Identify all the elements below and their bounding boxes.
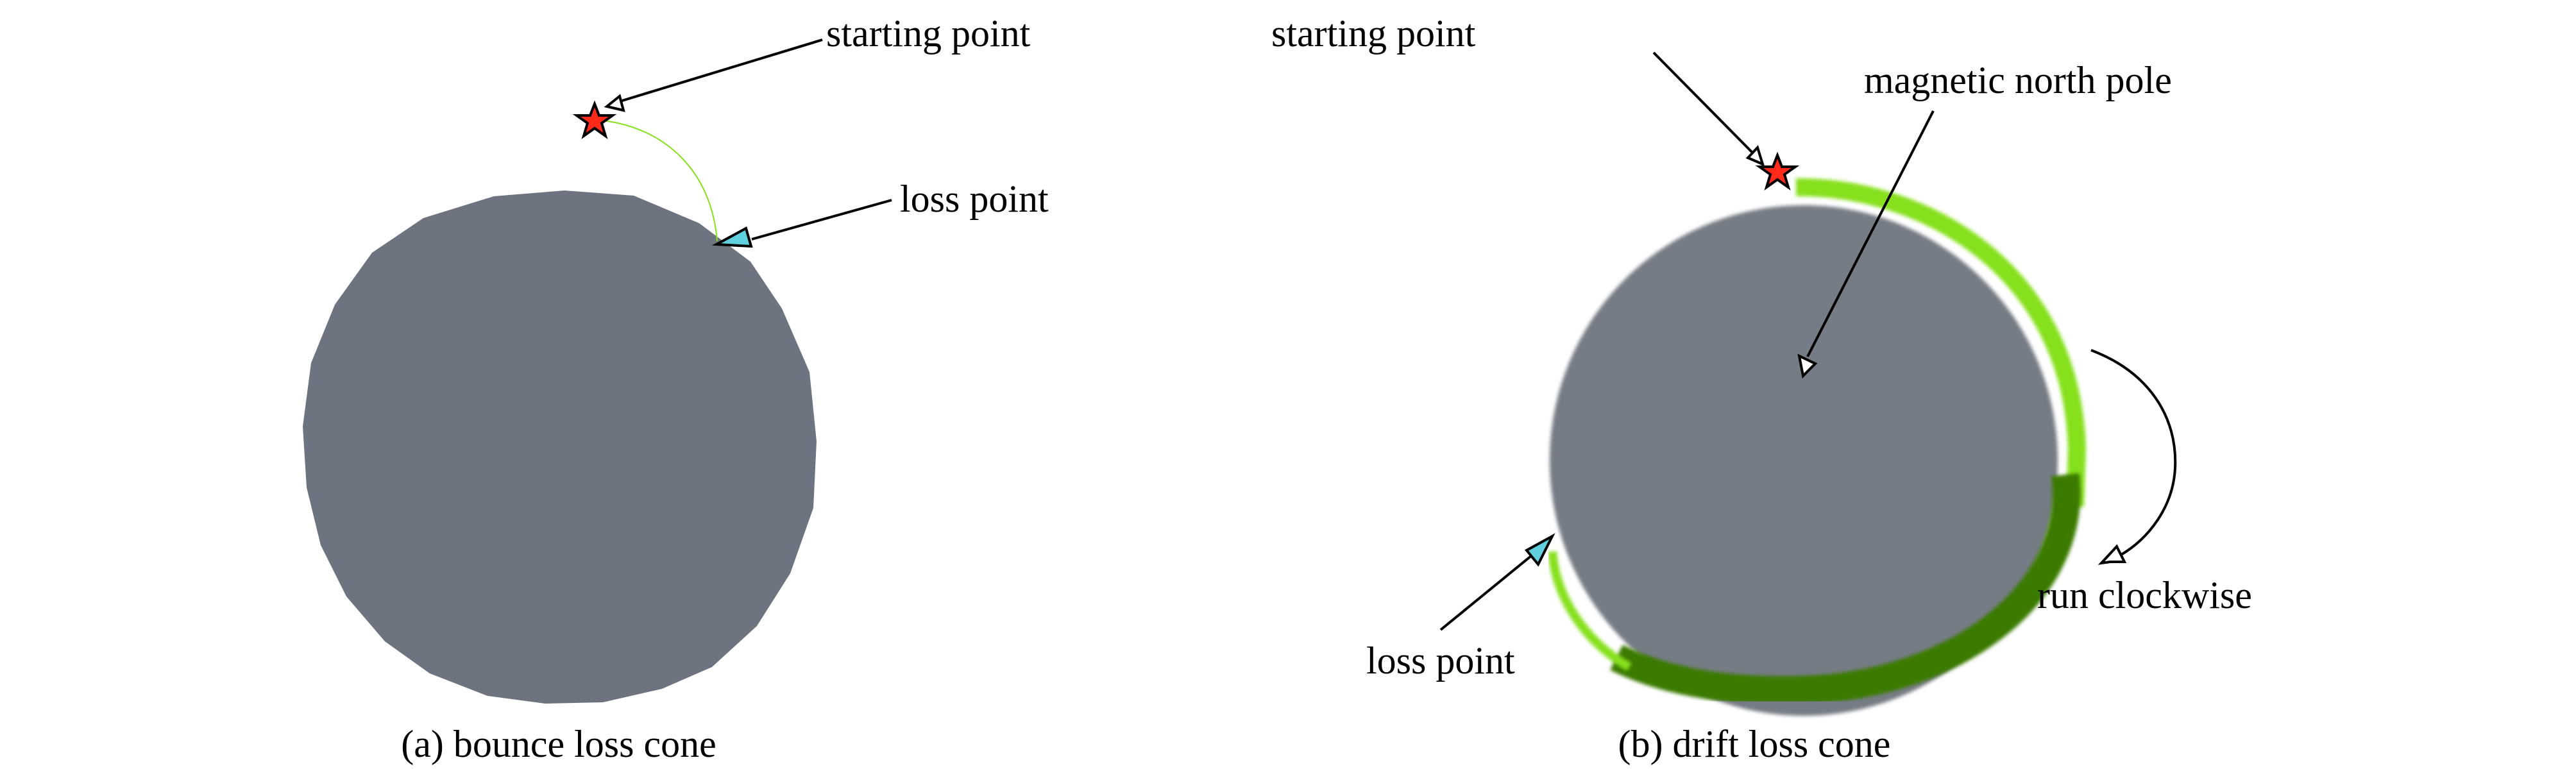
label-starting-point: starting point (1271, 12, 1476, 55)
arrowhead-icon (1797, 353, 1818, 379)
caption-a: (a) bounce loss cone (401, 723, 716, 765)
label-run-clockwise: run clockwise (2037, 574, 2252, 616)
clockwise-arrow (2090, 349, 2177, 557)
north-pole-arrow (1806, 110, 1935, 357)
drift-trajectory-end (1548, 551, 1632, 672)
earth-disk (1550, 205, 2058, 716)
drift-trajectory-dark (1610, 473, 2081, 705)
drift-trajectory-light (1795, 178, 2087, 507)
earth-disk (303, 190, 817, 704)
starting-point-arrow (615, 38, 823, 104)
label-loss-point: loss point (900, 178, 1049, 220)
arrowhead-icon (604, 94, 625, 112)
label-loss-point: loss point (1366, 639, 1515, 682)
panel-a: starting point loss point (a) bounce los… (303, 12, 1049, 765)
arrowhead-icon (1745, 145, 1765, 167)
loss-point-triangle-icon (711, 226, 753, 248)
starting-point-star-icon (1755, 151, 1800, 190)
starting-point-star-icon (572, 100, 617, 139)
loss-point-arrow (1439, 554, 1533, 631)
clockwise-arrowhead-icon (2097, 544, 2127, 565)
bounce-trajectory (602, 120, 718, 242)
panel-b: starting point magnetic north pole loss … (1271, 12, 2252, 765)
loss-point-triangle-icon (1524, 533, 1555, 567)
caption-b: (b) drift loss cone (1618, 723, 1891, 765)
starting-point-arrow (1652, 51, 1758, 158)
label-magnetic-north-pole: magnetic north pole (1864, 59, 2172, 101)
label-starting-point: starting point (826, 12, 1031, 55)
loss-point-arrow (751, 199, 892, 241)
